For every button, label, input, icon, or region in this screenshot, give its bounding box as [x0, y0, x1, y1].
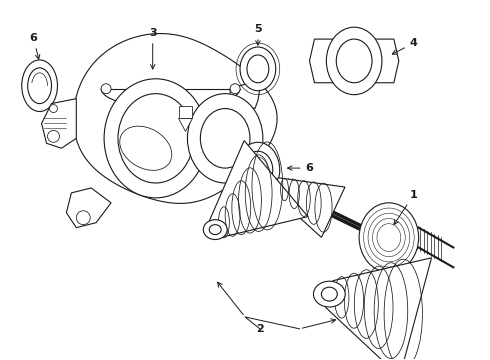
Text: 6: 6 [30, 33, 40, 59]
Polygon shape [66, 188, 111, 228]
Text: 6: 6 [288, 163, 314, 173]
Polygon shape [230, 83, 260, 109]
Ellipse shape [49, 105, 57, 113]
Polygon shape [42, 99, 76, 148]
Polygon shape [178, 105, 193, 118]
Polygon shape [209, 141, 308, 237]
Polygon shape [326, 258, 432, 360]
Text: 5: 5 [254, 24, 262, 45]
Ellipse shape [321, 287, 337, 301]
Ellipse shape [247, 55, 269, 83]
Polygon shape [310, 39, 399, 83]
Ellipse shape [76, 211, 90, 225]
Ellipse shape [314, 281, 345, 307]
Ellipse shape [118, 94, 194, 183]
Ellipse shape [22, 60, 57, 112]
Ellipse shape [230, 84, 240, 94]
Ellipse shape [28, 68, 51, 104]
Ellipse shape [188, 94, 263, 183]
Text: 2: 2 [256, 324, 264, 334]
Ellipse shape [336, 39, 372, 83]
Text: 1: 1 [394, 190, 417, 224]
Ellipse shape [200, 109, 250, 168]
Polygon shape [271, 178, 345, 237]
Ellipse shape [104, 79, 207, 198]
Ellipse shape [209, 225, 221, 235]
Ellipse shape [359, 203, 418, 272]
Ellipse shape [240, 47, 276, 91]
Ellipse shape [326, 27, 382, 95]
Ellipse shape [236, 142, 280, 198]
Ellipse shape [203, 220, 227, 239]
Ellipse shape [243, 151, 273, 189]
Polygon shape [74, 33, 277, 203]
Ellipse shape [101, 84, 111, 94]
Ellipse shape [120, 126, 172, 170]
Text: 4: 4 [392, 38, 417, 54]
Text: 3: 3 [149, 28, 156, 69]
Ellipse shape [48, 130, 59, 142]
Polygon shape [178, 118, 193, 131]
